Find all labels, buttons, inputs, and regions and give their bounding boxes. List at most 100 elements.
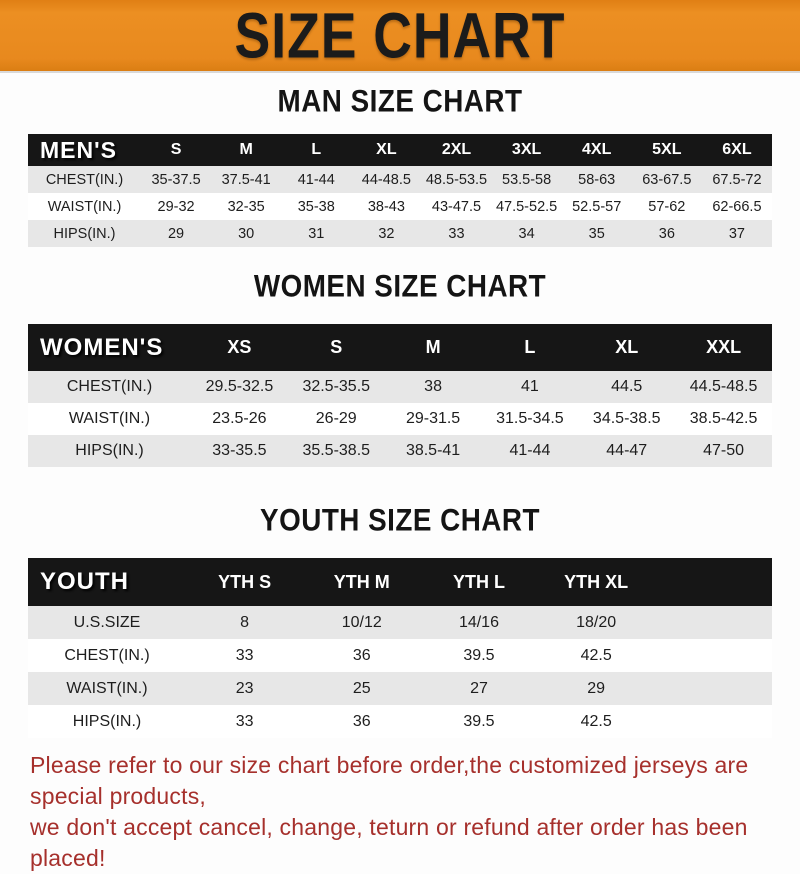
measurement-row: HIPS(IN.) 33 36 39.5 42.5 bbox=[28, 705, 772, 738]
blank-cell bbox=[654, 705, 772, 738]
size-column-header: 6XL bbox=[701, 134, 772, 166]
size-value-cell: 36 bbox=[631, 220, 702, 247]
row-label-cell: CHEST(IN.) bbox=[28, 166, 141, 193]
measurement-row: WAIST(IN.) 29-32 32-35 35-38 38-43 43-47.5 47.… bbox=[28, 193, 772, 220]
size-value-cell: 35-37.5 bbox=[141, 166, 212, 193]
size-column-header: 3XL bbox=[491, 134, 562, 166]
measurement-row: WAIST(IN.) 23.5-26 26-29 29-31.5 31.5-34.5 34… bbox=[28, 403, 772, 435]
section-youth: YOUTH SIZE CHART YOUTH YTH S YTH M YTH L YTH… bbox=[0, 503, 800, 738]
size-value-cell: 38-43 bbox=[351, 193, 422, 220]
size-value-cell: 29-31.5 bbox=[384, 403, 482, 435]
notice-line-2: we don't accept cancel, change, teturn o… bbox=[30, 814, 748, 871]
size-value-cell: 32 bbox=[351, 220, 422, 247]
size-value-cell: 35-38 bbox=[281, 193, 352, 220]
women-section-title: WOMEN SIZE CHART bbox=[253, 269, 547, 305]
measurement-row: WAIST(IN.) 23 25 27 29 bbox=[28, 672, 772, 705]
size-value-cell: 23.5-26 bbox=[191, 403, 288, 435]
size-value-cell: 57-62 bbox=[631, 193, 702, 220]
size-value-cell: 27 bbox=[420, 672, 538, 705]
section-women: WOMEN SIZE CHART WOMEN'S XS S M L XL XXL CHEST(… bbox=[0, 269, 800, 467]
size-value-cell: 35 bbox=[561, 220, 632, 247]
size-value-cell: 33-35.5 bbox=[191, 435, 288, 467]
measurement-row: HIPS(IN.) 29 30 31 32 33 34 35 36 37 bbox=[28, 220, 772, 247]
size-value-cell: 33 bbox=[186, 639, 304, 672]
size-column-header: YTH XL bbox=[537, 558, 655, 606]
size-column-header: YTH L bbox=[420, 558, 538, 606]
size-value-cell: 44.5-48.5 bbox=[675, 371, 772, 403]
size-value-cell: 39.5 bbox=[420, 639, 538, 672]
size-value-cell: 38.5-42.5 bbox=[675, 403, 772, 435]
size-column-header: YTH S bbox=[186, 558, 304, 606]
measurement-row: HIPS(IN.) 33-35.5 35.5-38.5 38.5-41 41-44 44-… bbox=[28, 435, 772, 467]
blank-header-cell bbox=[654, 558, 772, 606]
size-value-cell: 67.5-72 bbox=[701, 166, 772, 193]
youth-section-title: YOUTH SIZE CHART bbox=[260, 503, 540, 539]
size-column-header: L bbox=[481, 324, 579, 371]
size-value-cell: 30 bbox=[211, 220, 282, 247]
row-label-cell: WAIST(IN.) bbox=[28, 403, 191, 435]
size-column-header: XS bbox=[191, 324, 288, 371]
size-value-cell: 37 bbox=[701, 220, 772, 247]
size-value-cell: 34.5-38.5 bbox=[578, 403, 676, 435]
men-section-title: MAN SIZE CHART bbox=[277, 84, 523, 120]
youth-size-table: YOUTH YTH S YTH M YTH L YTH XL U.S.SIZE 8 10/12… bbox=[28, 558, 772, 738]
size-value-cell: 33 bbox=[421, 220, 492, 247]
row-label-cell: CHEST(IN.) bbox=[28, 639, 186, 672]
size-value-cell: 29.5-32.5 bbox=[191, 371, 288, 403]
size-value-cell: 14/16 bbox=[420, 606, 538, 639]
size-value-cell: 43-47.5 bbox=[421, 193, 492, 220]
size-value-cell: 29-32 bbox=[141, 193, 212, 220]
size-column-header: 4XL bbox=[561, 134, 632, 166]
size-value-cell: 29 bbox=[141, 220, 212, 247]
size-value-cell: 58-63 bbox=[561, 166, 632, 193]
size-value-cell: 41 bbox=[481, 371, 579, 403]
table-header-row: MEN'S S M L XL 2XL 3XL 4XL 5XL 6XL bbox=[28, 134, 772, 166]
size-value-cell: 36 bbox=[303, 639, 421, 672]
row-label-cell: HIPS(IN.) bbox=[28, 705, 186, 738]
size-value-cell: 38 bbox=[384, 371, 482, 403]
size-value-cell: 52.5-57 bbox=[561, 193, 632, 220]
size-value-cell: 53.5-58 bbox=[491, 166, 562, 193]
size-value-cell: 36 bbox=[303, 705, 421, 738]
size-column-header: 5XL bbox=[631, 134, 702, 166]
size-value-cell: 42.5 bbox=[537, 705, 655, 738]
size-column-header: L bbox=[281, 134, 352, 166]
size-value-cell: 23 bbox=[186, 672, 304, 705]
blank-cell bbox=[654, 672, 772, 705]
row-label-cell: WAIST(IN.) bbox=[28, 672, 186, 705]
blank-cell bbox=[654, 606, 772, 639]
table-title-cell: MEN'S bbox=[28, 134, 141, 166]
measurement-row: U.S.SIZE 8 10/12 14/16 18/20 bbox=[28, 606, 772, 639]
size-value-cell: 62-66.5 bbox=[701, 193, 772, 220]
size-value-cell: 41-44 bbox=[481, 435, 579, 467]
blank-cell bbox=[654, 639, 772, 672]
row-label-cell: CHEST(IN.) bbox=[28, 371, 191, 403]
size-value-cell: 31.5-34.5 bbox=[481, 403, 579, 435]
measurement-row: CHEST(IN.) 35-37.5 37.5-41 41-44 44-48.5 48.5… bbox=[28, 166, 772, 193]
size-column-header: M bbox=[211, 134, 282, 166]
banner-title: SIZE CHART bbox=[234, 0, 566, 72]
banner: SIZE CHART bbox=[0, 0, 800, 73]
table-title-cell: WOMEN'S bbox=[28, 324, 191, 371]
notice-line-1: Please refer to our size chart before or… bbox=[30, 752, 749, 809]
size-value-cell: 29 bbox=[537, 672, 655, 705]
table-header-row: YOUTH YTH S YTH M YTH L YTH XL bbox=[28, 558, 772, 606]
size-column-header: S bbox=[287, 324, 385, 371]
size-value-cell: 41-44 bbox=[281, 166, 352, 193]
size-value-cell: 42.5 bbox=[537, 639, 655, 672]
size-value-cell: 33 bbox=[186, 705, 304, 738]
row-label-cell: WAIST(IN.) bbox=[28, 193, 141, 220]
row-label-cell: HIPS(IN.) bbox=[28, 220, 141, 247]
size-value-cell: 38.5-41 bbox=[384, 435, 482, 467]
measurement-row: CHEST(IN.) 29.5-32.5 32.5-35.5 38 41 44.5 44.5… bbox=[28, 371, 772, 403]
size-value-cell: 31 bbox=[281, 220, 352, 247]
row-label-cell: HIPS(IN.) bbox=[28, 435, 191, 467]
size-value-cell: 44-48.5 bbox=[351, 166, 422, 193]
size-value-cell: 37.5-41 bbox=[211, 166, 282, 193]
size-value-cell: 34 bbox=[491, 220, 562, 247]
size-value-cell: 8 bbox=[186, 606, 304, 639]
women-size-table: WOMEN'S XS S M L XL XXL CHEST(IN.) 29.5-32.5 32.5… bbox=[28, 324, 772, 467]
size-value-cell: 10/12 bbox=[303, 606, 421, 639]
section-men: MAN SIZE CHART MEN'S S M L XL 2XL 3XL 4XL 5XL 6XL… bbox=[0, 84, 800, 247]
